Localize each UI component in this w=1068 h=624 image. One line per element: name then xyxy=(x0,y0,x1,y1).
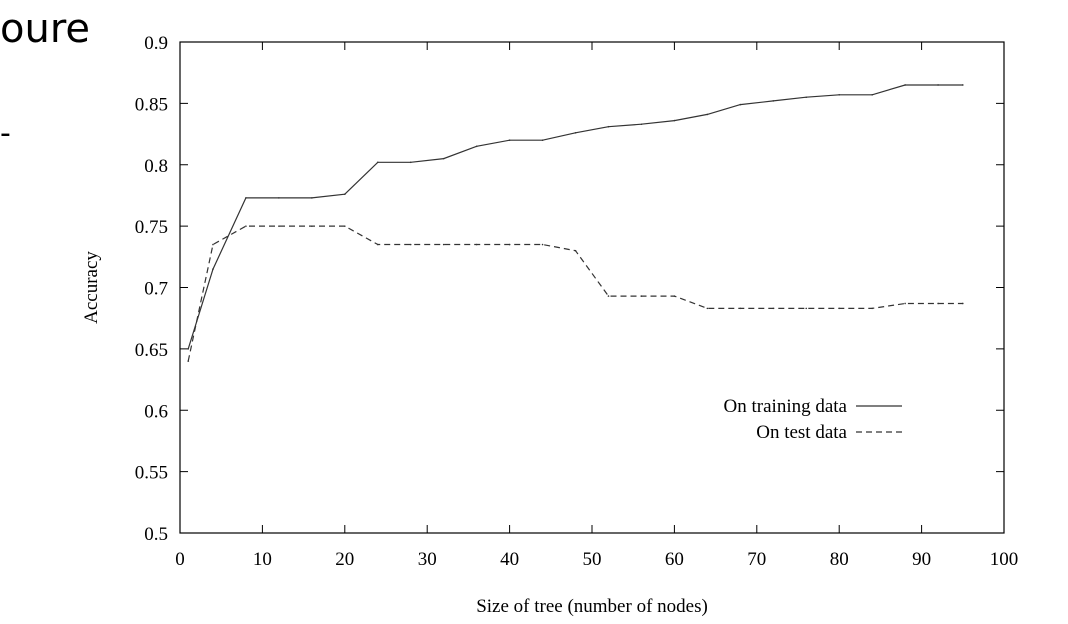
data-point xyxy=(739,307,742,310)
x-tick-label: 80 xyxy=(830,549,849,570)
y-tick-label: 0.9 xyxy=(144,33,168,54)
data-point xyxy=(376,161,379,164)
data-point xyxy=(344,225,346,227)
legend-label: On test data xyxy=(756,422,847,443)
x-tick-label: 40 xyxy=(500,549,519,570)
slide-bullet-fragment: - xyxy=(0,116,11,151)
data-point xyxy=(442,157,445,160)
data-point xyxy=(772,307,775,310)
data-point xyxy=(904,302,906,305)
data-point xyxy=(574,249,577,252)
data-point xyxy=(937,84,939,86)
data-point xyxy=(640,295,643,297)
data-point xyxy=(706,113,709,116)
y-tick-label: 0.7 xyxy=(144,279,168,300)
data-point xyxy=(409,161,412,164)
data-point xyxy=(574,132,577,134)
data-point xyxy=(607,295,610,297)
y-tick-label: 0.8 xyxy=(144,156,168,177)
legend-label: On training data xyxy=(724,396,848,417)
data-point xyxy=(475,243,478,246)
data-point xyxy=(871,93,873,96)
x-tick-label: 10 xyxy=(253,549,272,570)
y-axis-label: Accuracy xyxy=(81,251,102,324)
x-axis-label: Size of tree (number of nodes) xyxy=(476,596,708,617)
data-point xyxy=(805,96,808,99)
data-point xyxy=(475,145,478,148)
data-point xyxy=(673,119,676,122)
y-tick-label: 0.75 xyxy=(135,217,168,238)
data-point xyxy=(541,243,544,246)
y-tick-label: 0.85 xyxy=(135,94,168,115)
data-point xyxy=(962,302,964,305)
data-point xyxy=(245,225,247,227)
data-point xyxy=(805,307,808,310)
data-point xyxy=(937,302,939,305)
y-tick-label: 0.5 xyxy=(144,524,168,545)
data-point xyxy=(838,307,840,310)
data-point xyxy=(344,193,346,196)
data-point xyxy=(838,93,840,96)
data-point xyxy=(904,84,906,86)
data-point xyxy=(607,125,610,128)
x-tick-label: 50 xyxy=(583,549,602,570)
data-point xyxy=(640,123,643,126)
data-point xyxy=(871,307,873,310)
data-point xyxy=(409,243,412,246)
y-tick-label: 0.6 xyxy=(144,401,168,422)
legend: On training data On test data xyxy=(724,396,902,443)
data-point xyxy=(706,307,709,310)
data-point xyxy=(508,243,511,246)
data-point xyxy=(673,295,676,297)
data-point xyxy=(212,243,214,246)
data-point xyxy=(187,348,190,350)
data-point xyxy=(278,197,280,199)
x-tick-label: 90 xyxy=(912,549,931,570)
x-tick-label: 30 xyxy=(418,549,437,570)
series-line-training xyxy=(187,84,963,350)
data-point xyxy=(376,243,379,246)
series-line-test xyxy=(187,225,963,362)
data-point xyxy=(311,197,313,199)
data-point xyxy=(739,103,742,106)
x-tick-label: 100 xyxy=(990,549,1019,570)
data-point xyxy=(962,84,964,86)
data-point xyxy=(245,197,247,199)
data-point xyxy=(508,139,511,141)
data-point xyxy=(278,225,280,227)
data-point xyxy=(442,243,445,246)
axes-layer: 0 10 20 30 40 50 60 70 80 90 100 0.5 0.55 0.6 0.65 0.7 0… xyxy=(81,33,1018,617)
x-tick-label: 20 xyxy=(335,549,354,570)
series-layer xyxy=(187,84,964,362)
data-point xyxy=(212,268,214,270)
plot-frame xyxy=(179,41,1005,534)
data-point xyxy=(187,360,190,362)
x-tick-label: 70 xyxy=(747,549,766,570)
data-point xyxy=(311,225,313,227)
y-tick-label: 0.65 xyxy=(135,340,168,361)
data-point xyxy=(772,100,775,102)
y-tick-label: 0.55 xyxy=(135,463,168,484)
slide-title-fragment: oure xyxy=(0,6,90,52)
x-tick-label: 0 xyxy=(175,549,185,570)
x-tick-label: 60 xyxy=(665,549,684,570)
data-point xyxy=(541,139,544,141)
